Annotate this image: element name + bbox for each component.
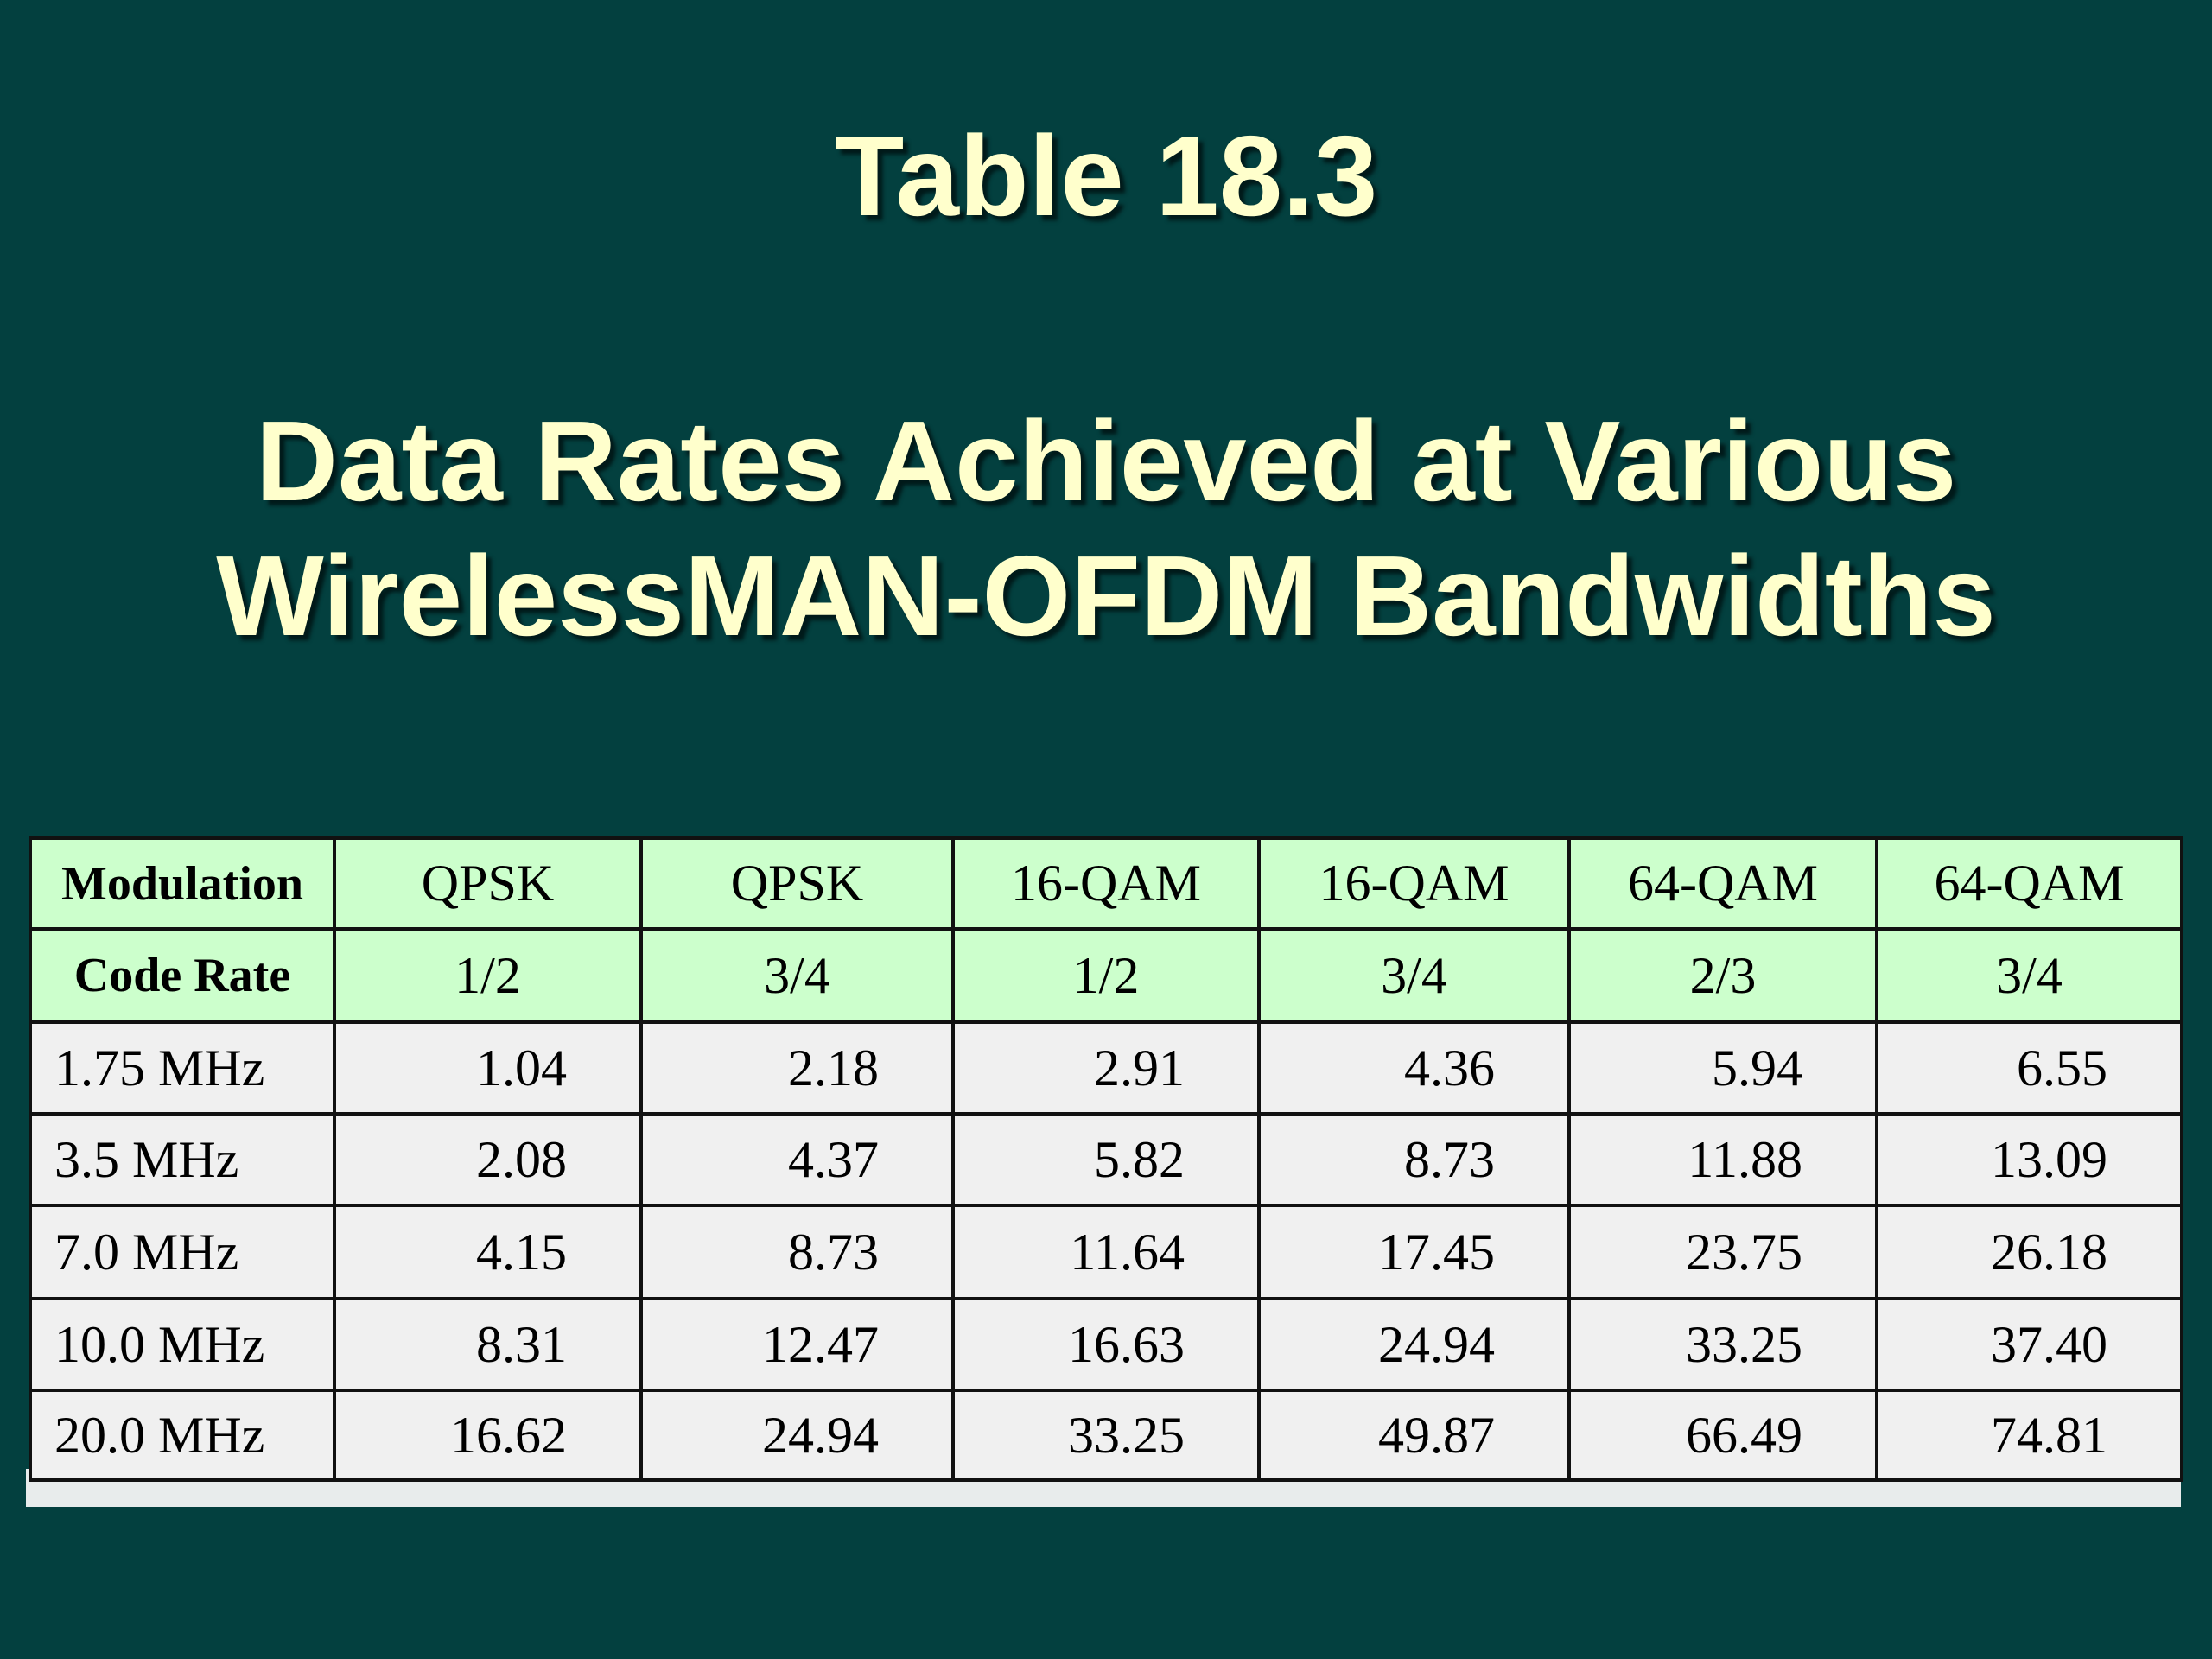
header-cell: 64-QAM: [1567, 836, 1878, 931]
data-cell: 17.45: [1257, 1204, 1571, 1300]
data-table: Modulation QPSK QPSK 16-QAM 16-QAM 64-QAM 64-Q…: [29, 836, 2183, 1482]
data-cell: 33.25: [951, 1389, 1261, 1482]
data-cell: 5.82: [951, 1112, 1261, 1207]
header-cell: Modulation: [29, 836, 336, 931]
header-cell: 2/3: [1567, 927, 1878, 1024]
data-cell: 33.25: [1567, 1297, 1878, 1392]
data-cell: 4.15: [333, 1204, 643, 1300]
data-cell: 8.73: [1257, 1112, 1571, 1207]
data-cell: 26.18: [1875, 1204, 2183, 1300]
data-row: 20.0 MHz 16.62 24.94 33.25 49.87 66.49 74.81: [29, 1389, 2183, 1482]
subtitle-line: Data Rates Achieved at Various: [255, 397, 1957, 524]
header-cell: 3/4: [1257, 927, 1571, 1024]
data-cell: 4.37: [639, 1112, 955, 1207]
header-cell: 1/2: [951, 927, 1261, 1024]
header-row: Modulation QPSK QPSK 16-QAM 16-QAM 64-QAM 64-Q…: [29, 836, 2183, 931]
header-cell: 16-QAM: [951, 836, 1261, 931]
data-cell: 2.18: [639, 1020, 955, 1116]
header-cell: 16-QAM: [1257, 836, 1571, 931]
header-cell: 3/4: [1875, 927, 2183, 1024]
data-cell: 6.55: [1875, 1020, 2183, 1116]
slide-title: Table 18.3: [834, 112, 1378, 239]
data-cell: 74.81: [1875, 1389, 2183, 1482]
data-cell: 1.04: [333, 1020, 643, 1116]
data-cell: 11.64: [951, 1204, 1261, 1300]
data-cell: 11.88: [1567, 1112, 1878, 1207]
header-cell: 64-QAM: [1875, 836, 2183, 931]
data-row: 1.75 MHz 1.04 2.18 2.91 4.36 5.94 6.55: [29, 1020, 2183, 1116]
data-cell: 4.36: [1257, 1020, 1571, 1116]
data-cell: 5.94: [1567, 1020, 1878, 1116]
data-cell: 2.08: [333, 1112, 643, 1207]
data-cell: 49.87: [1257, 1389, 1571, 1482]
data-cell: 13.09: [1875, 1112, 2183, 1207]
data-row: 10.0 MHz 8.31 12.47 16.63 24.94 33.25 37.40: [29, 1297, 2183, 1392]
data-cell: 12.47: [639, 1297, 955, 1392]
data-row: 3.5 MHz 2.08 4.37 5.82 8.73 11.88 13.09: [29, 1112, 2183, 1207]
data-cell: 20.0 MHz: [29, 1389, 336, 1482]
header-cell: 3/4: [639, 927, 955, 1024]
data-cell: 8.31: [333, 1297, 643, 1392]
data-cell: 16.62: [333, 1389, 643, 1482]
data-cell: 37.40: [1875, 1297, 2183, 1392]
header-row: Code Rate 1/2 3/4 1/2 3/4 2/3 3/4: [29, 927, 2183, 1024]
header-cell: QPSK: [639, 836, 955, 931]
data-cell: 8.73: [639, 1204, 955, 1300]
data-cell: 66.49: [1567, 1389, 1878, 1482]
header-cell: Code Rate: [29, 927, 336, 1024]
data-cell: 7.0 MHz: [29, 1204, 336, 1300]
data-cell: 23.75: [1567, 1204, 1878, 1300]
data-cell: 3.5 MHz: [29, 1112, 336, 1207]
subtitle-line: WirelessMAN-OFDM Bandwidths: [216, 532, 1996, 659]
data-cell: 10.0 MHz: [29, 1297, 336, 1392]
header-cell: QPSK: [333, 836, 643, 931]
data-cell: 1.75 MHz: [29, 1020, 336, 1116]
data-cell: 24.94: [639, 1389, 955, 1482]
header-cell: 1/2: [333, 927, 643, 1024]
data-cell: 16.63: [951, 1297, 1261, 1392]
data-cell: 24.94: [1257, 1297, 1571, 1392]
data-cell: 2.91: [951, 1020, 1261, 1116]
data-row: 7.0 MHz 4.15 8.73 11.64 17.45 23.75 26.18: [29, 1204, 2183, 1300]
